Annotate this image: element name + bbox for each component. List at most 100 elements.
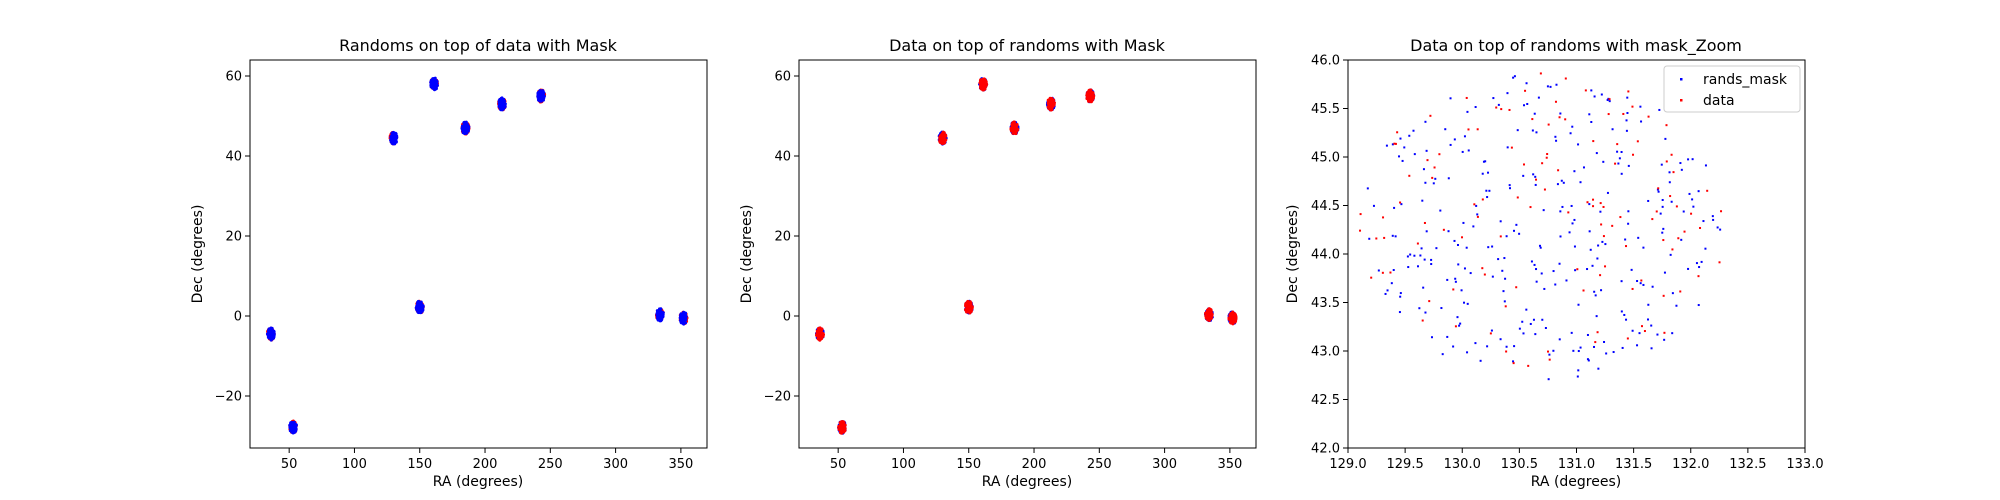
panel-3-point-rands_mask: [1704, 164, 1707, 167]
panel-2-point-red-cluster-2: [942, 131, 946, 135]
panel-2-x-ticks: 50 100 150 200 250 300 350: [830, 448, 1242, 472]
panel-3-point-rands_mask: [1560, 179, 1563, 182]
panel-3-point-rands_mask: [1532, 173, 1535, 176]
panel-3-point-data: [1632, 153, 1635, 156]
panel-1-point-blue-cluster-4: [435, 80, 439, 84]
panel-2-x-label: RA (degrees): [982, 474, 1072, 490]
panel-3-point-rands_mask: [1671, 332, 1674, 335]
panel-3-point-rands_mask: [1588, 230, 1591, 233]
panel-3-point-rands_mask: [1422, 168, 1425, 171]
panel-3-point-rands_mask: [1556, 183, 1559, 186]
panel-3-point-rands_mask: [1424, 120, 1427, 123]
panel-3-point-rands_mask: [1680, 238, 1683, 241]
panel-3-point-rands_mask: [1530, 260, 1533, 263]
panel-3-x-tick-label: 130.0: [1444, 457, 1481, 472]
panel-3-point-data: [1421, 319, 1424, 322]
panel-3-point-data: [1442, 228, 1445, 231]
panel-3-point-data: [1663, 331, 1666, 334]
panel-3-point-data: [1489, 332, 1492, 335]
panel-1-x-tick-label: 350: [668, 457, 693, 472]
panel-3-point-rands_mask: [1472, 225, 1475, 228]
panel-1-point-blue-cluster-6: [499, 96, 503, 100]
panel-2-point-red-cluster-4: [980, 84, 984, 88]
panel-3-point-rands_mask: [1590, 120, 1593, 123]
panel-3-point-rands_mask: [1413, 153, 1416, 156]
panel-3-point-rands_mask: [1670, 200, 1673, 203]
panel-3-point-rands_mask: [1508, 184, 1511, 187]
panel-1-point-blue-cluster-0: [269, 327, 273, 331]
panel-3-point-data: [1557, 169, 1560, 172]
panel-2-point-red-cluster-2: [942, 141, 946, 145]
panel-3-point-rands_mask: [1487, 246, 1490, 249]
panel-3-point-rands_mask: [1386, 289, 1389, 292]
panel-2-point-red-cluster-0: [816, 334, 820, 338]
panel-3-point-data: [1697, 275, 1700, 278]
panel-3-point-rands_mask: [1522, 174, 1525, 177]
panel-3-point-data: [1452, 288, 1455, 291]
panel-3-point-rands_mask: [1559, 235, 1562, 238]
panel-3-point-data: [1665, 160, 1668, 163]
panel-3-point-rands_mask: [1679, 162, 1682, 165]
panel-3-point-data: [1611, 224, 1614, 227]
panel-3-point-data: [1431, 176, 1434, 179]
panel-3-point-rands_mask: [1612, 351, 1615, 354]
panel-3-point-rands_mask: [1574, 269, 1577, 272]
panel-3-point-rands_mask: [1466, 110, 1469, 113]
panel-3-point-rands_mask: [1691, 158, 1694, 161]
panel-3-point-rands_mask: [1552, 349, 1555, 352]
panel-3-x-tick-label: 130.5: [1501, 457, 1538, 472]
panel-3-point-rands_mask: [1523, 104, 1526, 107]
panel-1-point-blue-cluster-8: [657, 315, 661, 319]
panel-3-point-rands_mask: [1526, 102, 1529, 105]
panel-1-point-blue-cluster-9: [682, 315, 686, 319]
panel-3-point-rands_mask: [1419, 254, 1422, 257]
panel-3-point-data: [1529, 206, 1532, 209]
panel-3-point-data: [1671, 248, 1674, 251]
panel-3-point-data: [1545, 156, 1548, 159]
panel-3-point-rands_mask: [1506, 92, 1509, 95]
panel-2-point-red-cluster-9: [1232, 317, 1236, 321]
panel-2-point-red-cluster-6: [1047, 105, 1051, 109]
panel-1-point-blue-cluster-1: [294, 426, 298, 430]
panel-3-x-tick-label: 131.5: [1615, 457, 1652, 472]
panel-2-point-red-cluster-0: [816, 327, 820, 331]
panel-1-point-blue-cluster-8: [658, 308, 662, 312]
panel-3-point-data: [1548, 358, 1551, 361]
panel-1-y-label: Dec (degrees): [190, 205, 206, 304]
panel-1-point-blue-cluster-9: [680, 313, 684, 317]
panel-2-title: Data on top of randoms with Mask: [889, 36, 1166, 55]
panel-3-point-rands_mask: [1588, 113, 1591, 116]
panel-3-point-rands_mask: [1534, 333, 1537, 336]
panel-3-point-rands_mask: [1521, 320, 1524, 323]
panel-3-point-rands_mask: [1697, 304, 1700, 307]
panel-2-x-tick-label: 100: [891, 457, 916, 472]
panel-3-point-data: [1500, 108, 1503, 111]
panel-randoms-on-data: Randoms on top of data with Mask 50 100 15…: [190, 36, 708, 490]
panel-3-point-rands_mask: [1625, 119, 1628, 122]
panel-2-point-red-cluster-2: [939, 139, 943, 143]
panel-3-point-rands_mask: [1457, 263, 1460, 266]
panel-3-point-data: [1669, 195, 1672, 198]
panel-3-point-data: [1399, 201, 1402, 204]
panel-1-point-blue-cluster-8: [658, 313, 662, 317]
panel-1-point-blue-cluster-3: [417, 307, 421, 311]
panel-3-point-rands_mask: [1543, 287, 1546, 290]
panel-1-point-blue-cluster-1: [292, 423, 296, 427]
panel-3-point-rands_mask: [1626, 96, 1629, 99]
panel-3-point-data: [1547, 123, 1550, 126]
panel-3-point-rands_mask: [1401, 159, 1404, 162]
panel-2-point-red-cluster-6: [1047, 98, 1051, 102]
panel-2-point-red-cluster-5: [1015, 123, 1019, 127]
panel-3-point-data: [1662, 294, 1665, 297]
panel-3-point-data: [1476, 215, 1479, 218]
panel-3-point-rands_mask: [1393, 206, 1396, 209]
panel-3-point-rands_mask: [1409, 253, 1412, 256]
panel-3-point-rands_mask: [1595, 152, 1598, 155]
panel-3-point-data: [1531, 118, 1534, 121]
panel-3-point-rands_mask: [1491, 275, 1494, 278]
panel-3-point-data: [1576, 268, 1579, 271]
panel-3-point-rands_mask: [1700, 260, 1703, 263]
panel-3-point-data: [1524, 89, 1527, 92]
panel-3-point-rands_mask: [1512, 360, 1515, 363]
panel-3-point-rands_mask: [1399, 295, 1402, 298]
